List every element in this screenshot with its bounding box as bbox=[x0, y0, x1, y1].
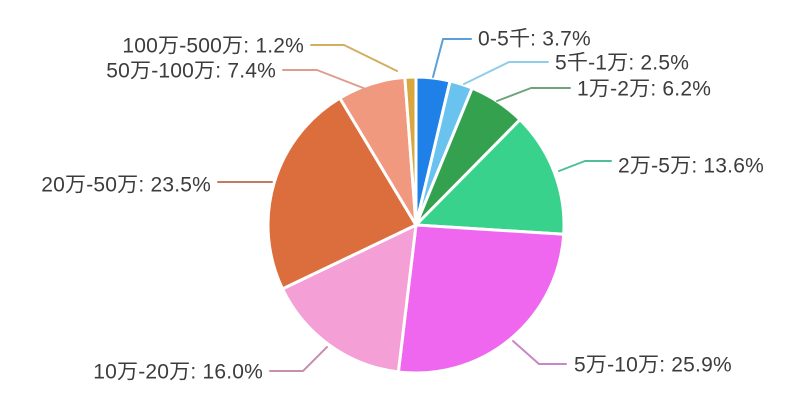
leader-line-2 bbox=[496, 87, 571, 102]
pie-slice-6[interactable] bbox=[266, 96, 418, 291]
leader-line-8 bbox=[310, 44, 398, 72]
leader-line-3 bbox=[558, 160, 612, 172]
pie-slice-5[interactable] bbox=[280, 223, 418, 374]
leader-line-5 bbox=[269, 346, 328, 372]
leader-line-4 bbox=[512, 340, 567, 365]
leader-line-1 bbox=[463, 61, 549, 85]
leader-line-7 bbox=[282, 69, 372, 92]
pie-slice-3[interactable] bbox=[414, 118, 566, 236]
pie-slice-4[interactable] bbox=[396, 223, 566, 375]
leader-line-0 bbox=[432, 38, 472, 78]
pie-slice-8[interactable] bbox=[403, 75, 418, 227]
